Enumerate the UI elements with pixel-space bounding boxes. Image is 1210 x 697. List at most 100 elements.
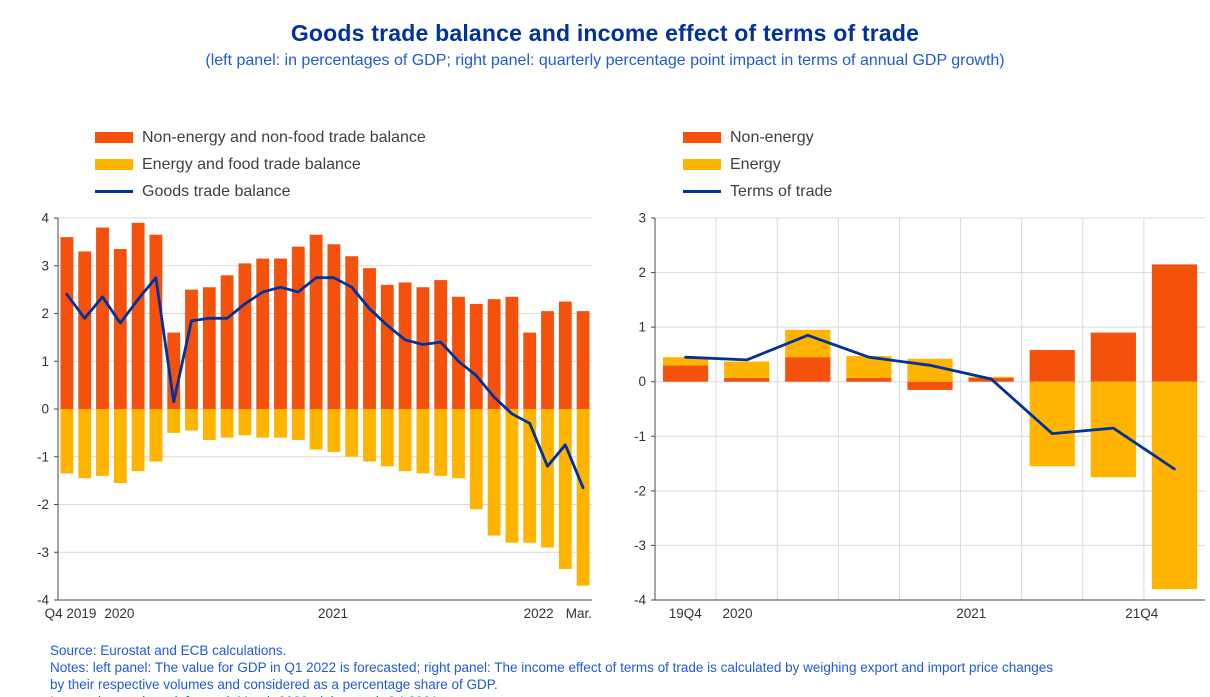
- bar: [398, 282, 412, 409]
- trend-line: [684, 333, 1176, 471]
- bar: [202, 409, 216, 441]
- bar: [968, 376, 1014, 378]
- legend-left-panel: Non-energy and non-food trade balance Ene…: [95, 127, 426, 202]
- legend-line-swatch: [683, 190, 721, 193]
- bar: [724, 377, 770, 382]
- bar: [238, 263, 252, 409]
- bar: [131, 409, 145, 472]
- bar: [167, 409, 181, 433]
- legend-right-panel: Non-energy Energy Terms of trade: [683, 127, 832, 202]
- bar: [1029, 350, 1075, 382]
- legend-bar-swatch: [683, 159, 721, 170]
- x-axis-tick-label: Q4 2019: [45, 606, 97, 621]
- bar: [345, 409, 359, 457]
- y-axis-tick-label: 0: [41, 402, 49, 417]
- bar: [96, 227, 109, 409]
- bar: [220, 275, 234, 409]
- y-axis-tick-label: -4: [37, 593, 49, 608]
- bar: [131, 222, 145, 409]
- bar: [724, 361, 770, 378]
- bar: [846, 356, 892, 378]
- bar: [380, 284, 394, 409]
- y-axis-tick-label: -4: [634, 593, 646, 608]
- bar: [487, 299, 501, 409]
- bar: [662, 357, 709, 366]
- y-axis-tick-label: 2: [41, 306, 49, 321]
- x-axis-tick-label: 2020: [104, 606, 134, 621]
- bar: [256, 409, 270, 438]
- bar: [363, 268, 376, 409]
- bar: [185, 289, 198, 409]
- bar: [238, 409, 252, 436]
- bar: [1090, 332, 1136, 382]
- note-line-1: Notes: left panel: The value for GDP in …: [50, 660, 1054, 675]
- bar: [576, 311, 590, 409]
- bar: [469, 303, 483, 409]
- bar: [327, 244, 341, 409]
- bar: [398, 409, 412, 472]
- legend-item-label: Goods trade balance: [142, 182, 291, 200]
- bar: [416, 409, 430, 474]
- x-axis-tick-label: 2021: [318, 606, 348, 621]
- bar: [309, 234, 323, 409]
- page-subtitle: (left panel: in percentages of GDP; righ…: [205, 52, 1005, 69]
- bar: [380, 409, 394, 467]
- bar: [345, 256, 359, 409]
- x-axis-tick-label: Mar.: [566, 606, 592, 621]
- y-axis-tick-label: -3: [37, 545, 49, 560]
- y-axis-tick-label: -2: [37, 497, 49, 512]
- bar: [434, 280, 448, 409]
- bar: [202, 287, 216, 409]
- x-axis-tick-label: 2021: [956, 606, 986, 621]
- bar: [96, 409, 109, 476]
- legend-item: Energy and food trade balance: [95, 154, 426, 175]
- bar: [541, 409, 554, 548]
- bar: [558, 301, 572, 409]
- bar: [78, 251, 92, 409]
- x-axis-tick-label: 2020: [722, 606, 752, 621]
- bar: [434, 409, 448, 476]
- bar: [487, 409, 501, 536]
- bar: [185, 409, 198, 431]
- legend-bar-swatch: [683, 132, 721, 143]
- legend-item-label: Non-energy: [730, 128, 814, 146]
- y-axis-tick-label: 1: [638, 320, 646, 335]
- legend-bar-swatch: [95, 159, 133, 170]
- bar: [452, 296, 465, 409]
- bar: [327, 409, 341, 452]
- x-axis-tick-label: 2022: [524, 606, 554, 621]
- legend-item-label: Terms of trade: [730, 182, 833, 200]
- note-latest-observations: Latest observations: left panel: March 2…: [50, 693, 1053, 697]
- bar: [523, 332, 537, 409]
- legend-bar-swatch: [95, 132, 133, 143]
- bar: [149, 234, 163, 409]
- legend-item: Terms of trade: [683, 181, 832, 202]
- bar: [469, 409, 483, 510]
- bar: [541, 311, 554, 409]
- legend-item-label: Non-energy and non-food trade balance: [142, 128, 426, 146]
- y-axis-tick-label: 3: [41, 258, 49, 273]
- y-axis-tick-label: 3: [638, 211, 646, 226]
- legend-item: Non-energy and non-food trade balance: [95, 127, 426, 148]
- bar: [452, 409, 465, 479]
- trend-line: [65, 276, 585, 490]
- bar: [60, 237, 74, 409]
- bar: [113, 249, 127, 409]
- note-line-2: by their respective volumes and consider…: [50, 677, 498, 692]
- legend-item: Non-energy: [683, 127, 832, 148]
- legend-line-swatch: [95, 190, 133, 193]
- bar: [558, 409, 572, 569]
- legend-item-label: Energy and food trade balance: [142, 155, 361, 173]
- source-notes: Source: Eurostat and ECB calculations. N…: [50, 642, 1053, 697]
- bar: [785, 357, 831, 382]
- bar: [907, 381, 953, 390]
- x-axis-tick-label: 19Q4: [669, 606, 703, 621]
- bar: [416, 287, 430, 409]
- bar: [505, 409, 519, 543]
- bar: [363, 409, 376, 462]
- bar: [291, 246, 305, 409]
- legend-item-label: Energy: [730, 155, 781, 173]
- bar: [1029, 381, 1075, 467]
